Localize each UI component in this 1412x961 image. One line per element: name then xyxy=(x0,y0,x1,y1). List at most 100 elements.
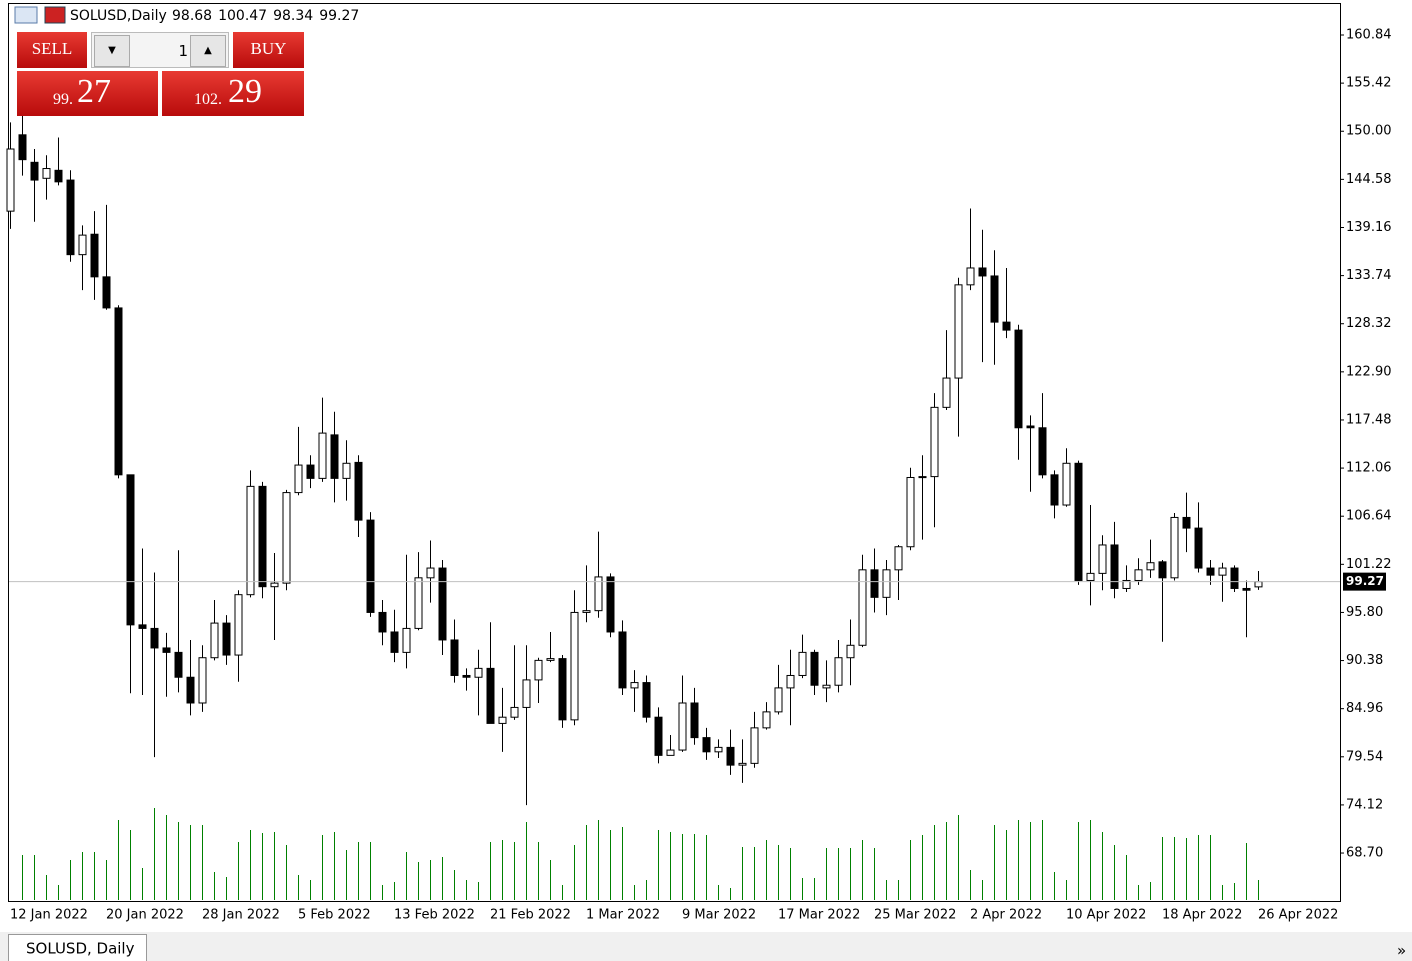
y-tick-label: 84.96 xyxy=(1346,701,1383,716)
tab-label[interactable]: SOLUSD, Daily xyxy=(26,940,135,958)
candle-body xyxy=(498,716,507,724)
candle-body xyxy=(654,716,663,756)
candle-body xyxy=(870,569,879,598)
candle-body xyxy=(342,462,351,479)
candle-body xyxy=(450,639,459,676)
candle-body xyxy=(858,569,867,646)
ask-small: 29 xyxy=(228,73,262,110)
candle-body xyxy=(1242,587,1251,591)
y-tick-label: 74.12 xyxy=(1346,797,1383,812)
candle-body xyxy=(330,434,339,479)
candle-body xyxy=(162,647,171,653)
candle-body xyxy=(786,674,795,689)
candle-body xyxy=(1002,321,1011,331)
candle-body xyxy=(354,461,363,521)
candle-body xyxy=(1230,567,1239,589)
candle-body xyxy=(438,567,447,641)
candle-body xyxy=(690,702,699,739)
y-tick-label: 160.84 xyxy=(1346,28,1392,43)
x-tick-label: 13 Feb 2022 xyxy=(394,908,475,923)
candle-body xyxy=(1170,516,1179,579)
candle-body xyxy=(1062,462,1071,506)
candle-body xyxy=(1218,567,1227,576)
candle-body xyxy=(1122,579,1131,589)
candle-body xyxy=(6,148,15,212)
candle-body xyxy=(810,651,819,686)
candle-body xyxy=(462,674,471,678)
candle-body xyxy=(798,651,807,676)
header-high: 100.47 xyxy=(218,8,267,24)
candle-body xyxy=(474,667,483,678)
y-tick-label: 144.58 xyxy=(1346,172,1392,187)
candle-body xyxy=(606,576,615,633)
candle-body xyxy=(18,134,27,161)
y-tick-label: 95.80 xyxy=(1346,605,1383,620)
candle-body xyxy=(102,276,111,309)
candle-body xyxy=(834,657,843,686)
candle-body xyxy=(1182,516,1191,529)
candle-body xyxy=(918,476,927,479)
header-open: 98.68 xyxy=(172,8,212,24)
candle-body xyxy=(894,546,903,571)
symbol-title: SOLUSD,Daily xyxy=(70,8,167,24)
sell-button[interactable]: SELL xyxy=(17,32,87,68)
lot-down[interactable]: ▼ xyxy=(94,35,130,67)
x-tick-label: 12 Jan 2022 xyxy=(10,908,88,923)
x-tick-label: 28 Jan 2022 xyxy=(202,908,280,923)
candle-body xyxy=(1038,427,1047,476)
lot-value[interactable]: 1 xyxy=(178,42,188,60)
bid-box[interactable]: 99. 27 xyxy=(17,71,158,116)
y-tick-label: 79.54 xyxy=(1346,749,1383,764)
candle-body xyxy=(378,611,387,633)
tab[interactable] xyxy=(8,934,147,961)
candle-body xyxy=(930,406,939,478)
candle-body xyxy=(294,464,303,494)
candle-body xyxy=(1050,474,1059,506)
candle-body xyxy=(402,627,411,653)
candle-body xyxy=(678,702,687,751)
candle-body xyxy=(186,676,195,704)
candle-body xyxy=(642,682,651,718)
candle-body xyxy=(198,657,207,704)
candle-body xyxy=(1026,425,1035,429)
candle-body xyxy=(210,622,219,659)
x-tick-label: 2 Apr 2022 xyxy=(970,908,1042,923)
candle-body xyxy=(234,594,243,656)
candle-body xyxy=(546,658,555,661)
tab-scroll[interactable]: » xyxy=(1397,942,1406,960)
candle-body xyxy=(906,476,915,548)
lot-box: ▼ 1 ▲ xyxy=(91,32,229,68)
candle-body xyxy=(282,492,291,584)
candle-body xyxy=(954,284,963,379)
candle-body xyxy=(582,610,591,613)
candle-body xyxy=(54,169,63,183)
y-tick-label: 133.74 xyxy=(1346,268,1392,283)
candle-body xyxy=(882,569,891,598)
candle-body xyxy=(150,627,159,649)
candle-body xyxy=(426,567,435,579)
candle-body xyxy=(66,179,75,256)
candle-body xyxy=(522,679,531,708)
candle-body xyxy=(42,168,51,179)
candle-body xyxy=(738,762,747,766)
candle-body xyxy=(1146,562,1155,571)
y-tick-label: 139.16 xyxy=(1346,220,1392,235)
candle-body xyxy=(138,624,147,629)
lot-up[interactable]: ▲ xyxy=(190,35,226,67)
tab-bar xyxy=(0,932,1412,961)
header-low: 98.34 xyxy=(273,8,313,24)
x-tick-label: 26 Apr 2022 xyxy=(1258,908,1338,923)
buy-label[interactable]: BUY xyxy=(250,39,287,58)
y-tick-label: 128.32 xyxy=(1346,316,1392,331)
buy-button[interactable]: BUY xyxy=(233,32,304,68)
candle-body xyxy=(822,684,831,689)
sell-label[interactable]: SELL xyxy=(31,39,73,58)
ask-box[interactable]: 102. 29 xyxy=(162,71,304,116)
candle-body xyxy=(1086,572,1095,581)
x-tick-label: 17 Mar 2022 xyxy=(778,908,860,923)
bid-small: 27 xyxy=(77,73,111,110)
plot-frame xyxy=(8,3,1341,902)
candle-body xyxy=(1110,544,1119,589)
y-tick-label: 106.64 xyxy=(1346,509,1392,524)
candle-body xyxy=(774,687,783,713)
